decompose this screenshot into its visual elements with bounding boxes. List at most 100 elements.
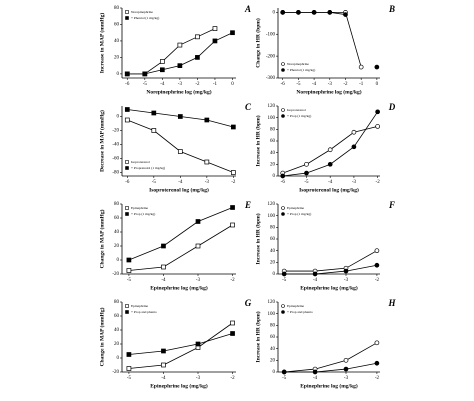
x-tick-label: -4 [328, 180, 333, 185]
panel-letter: F [388, 200, 395, 210]
x-tick-label: -2 [343, 82, 348, 87]
y-tick-label: 0 [273, 174, 276, 179]
legend-marker [125, 310, 129, 314]
x-tick-label: -4 [161, 376, 166, 381]
marker [142, 71, 148, 77]
marker [374, 360, 380, 366]
x-tick-label: -4 [313, 376, 318, 381]
marker [151, 128, 157, 133]
marker [312, 369, 318, 375]
y-tick-label: -200 [266, 54, 276, 59]
marker [212, 26, 218, 31]
y-tick-label: 100 [268, 116, 276, 121]
y-axis-label: Increase in HR (bpm) [254, 213, 261, 264]
panel-letter: B [388, 4, 395, 14]
marker [126, 257, 132, 263]
marker [304, 170, 309, 176]
x-tick-label: -1 [213, 82, 218, 87]
x-tick-label: -3 [196, 376, 201, 381]
legend-label: + Propranolol (1 mg/kg) [131, 166, 166, 170]
marker [327, 10, 333, 15]
y-tick-label: 0 [117, 356, 120, 361]
y-axis-label: Decrease in MAP (mmHg) [98, 110, 105, 172]
marker [195, 243, 201, 249]
x-tick-label: -3 [344, 376, 349, 381]
marker [281, 271, 287, 277]
marker [161, 362, 166, 368]
y-tick-label: 40 [270, 347, 276, 352]
y-tick-label: 100 [268, 312, 276, 317]
x-tick-label: 0 [231, 82, 234, 87]
x-tick-label: 0 [376, 82, 379, 87]
marker [124, 107, 130, 112]
marker [230, 124, 236, 130]
marker [281, 369, 287, 375]
legend-label: Norepinephrine [287, 62, 309, 66]
panel-letter: A [244, 4, 251, 14]
y-tick-label: 80 [270, 323, 276, 328]
x-axis-label: Norepinephrine log (mg/kg) [296, 88, 361, 95]
y-tick-label: -20 [112, 272, 119, 277]
y-tick-label: 80 [270, 127, 276, 132]
marker [195, 341, 201, 347]
marker [327, 147, 333, 153]
marker [343, 268, 349, 274]
y-tick-label: 40 [270, 151, 276, 156]
marker [374, 262, 380, 268]
series-line [127, 28, 216, 75]
y-axis-label: Increase in HR (bpm) [254, 115, 261, 166]
marker [351, 129, 357, 135]
x-tick-label: -3 [205, 180, 210, 185]
legend-label: + Prop (1 mg/kg) [287, 212, 312, 216]
marker [374, 248, 380, 254]
y-tick-label: 0 [273, 11, 276, 16]
x-tick-label: -2 [230, 278, 235, 283]
legend-label: Epinephrine [131, 304, 149, 308]
x-tick-label: -5 [152, 180, 157, 185]
marker [343, 12, 348, 17]
x-tick-label: -1 [359, 82, 364, 87]
legend-marker [281, 114, 285, 118]
panel-letter: G [245, 298, 252, 308]
series-line [284, 250, 378, 272]
x-tick-label: -5 [127, 278, 132, 283]
x-tick-label: -5 [127, 376, 132, 381]
x-tick-label: -5 [282, 376, 287, 381]
series-line [128, 207, 233, 261]
y-tick-label: 0 [117, 115, 120, 120]
marker [230, 30, 235, 36]
series-line [128, 224, 233, 271]
legend-marker [281, 310, 285, 314]
y-axis-label: Increase in MAP (mmHg) [98, 13, 105, 74]
marker [124, 117, 130, 123]
legend-label: + Prop and phento [131, 310, 157, 314]
y-tick-label: 120 [268, 202, 276, 207]
x-tick-label: -6 [125, 82, 130, 87]
series-line [127, 119, 234, 173]
marker [375, 109, 380, 115]
marker [343, 366, 349, 372]
y-tick-label: -80 [112, 171, 119, 176]
marker [124, 71, 130, 77]
legend-marker [281, 62, 285, 66]
y-tick-label: 20 [114, 244, 120, 249]
marker [159, 67, 165, 73]
y-tick-label: -20 [112, 129, 119, 134]
panel-letter: D [388, 102, 396, 112]
x-tick-label: -3 [178, 82, 183, 87]
series-line [128, 322, 233, 369]
marker [230, 320, 235, 326]
x-tick-label: -4 [313, 278, 318, 283]
marker [161, 264, 166, 270]
marker [296, 10, 301, 15]
y-tick-label: 120 [268, 104, 276, 109]
marker [304, 161, 309, 167]
x-tick-label: -6 [281, 180, 286, 185]
panel-letter: C [245, 102, 252, 112]
legend-label: + Prop (1 mg/kg) [131, 212, 156, 216]
series-line [283, 12, 377, 67]
legend-label: Epinephrine [131, 206, 149, 210]
marker [280, 10, 286, 15]
legend-marker [125, 16, 129, 20]
marker [230, 331, 235, 336]
